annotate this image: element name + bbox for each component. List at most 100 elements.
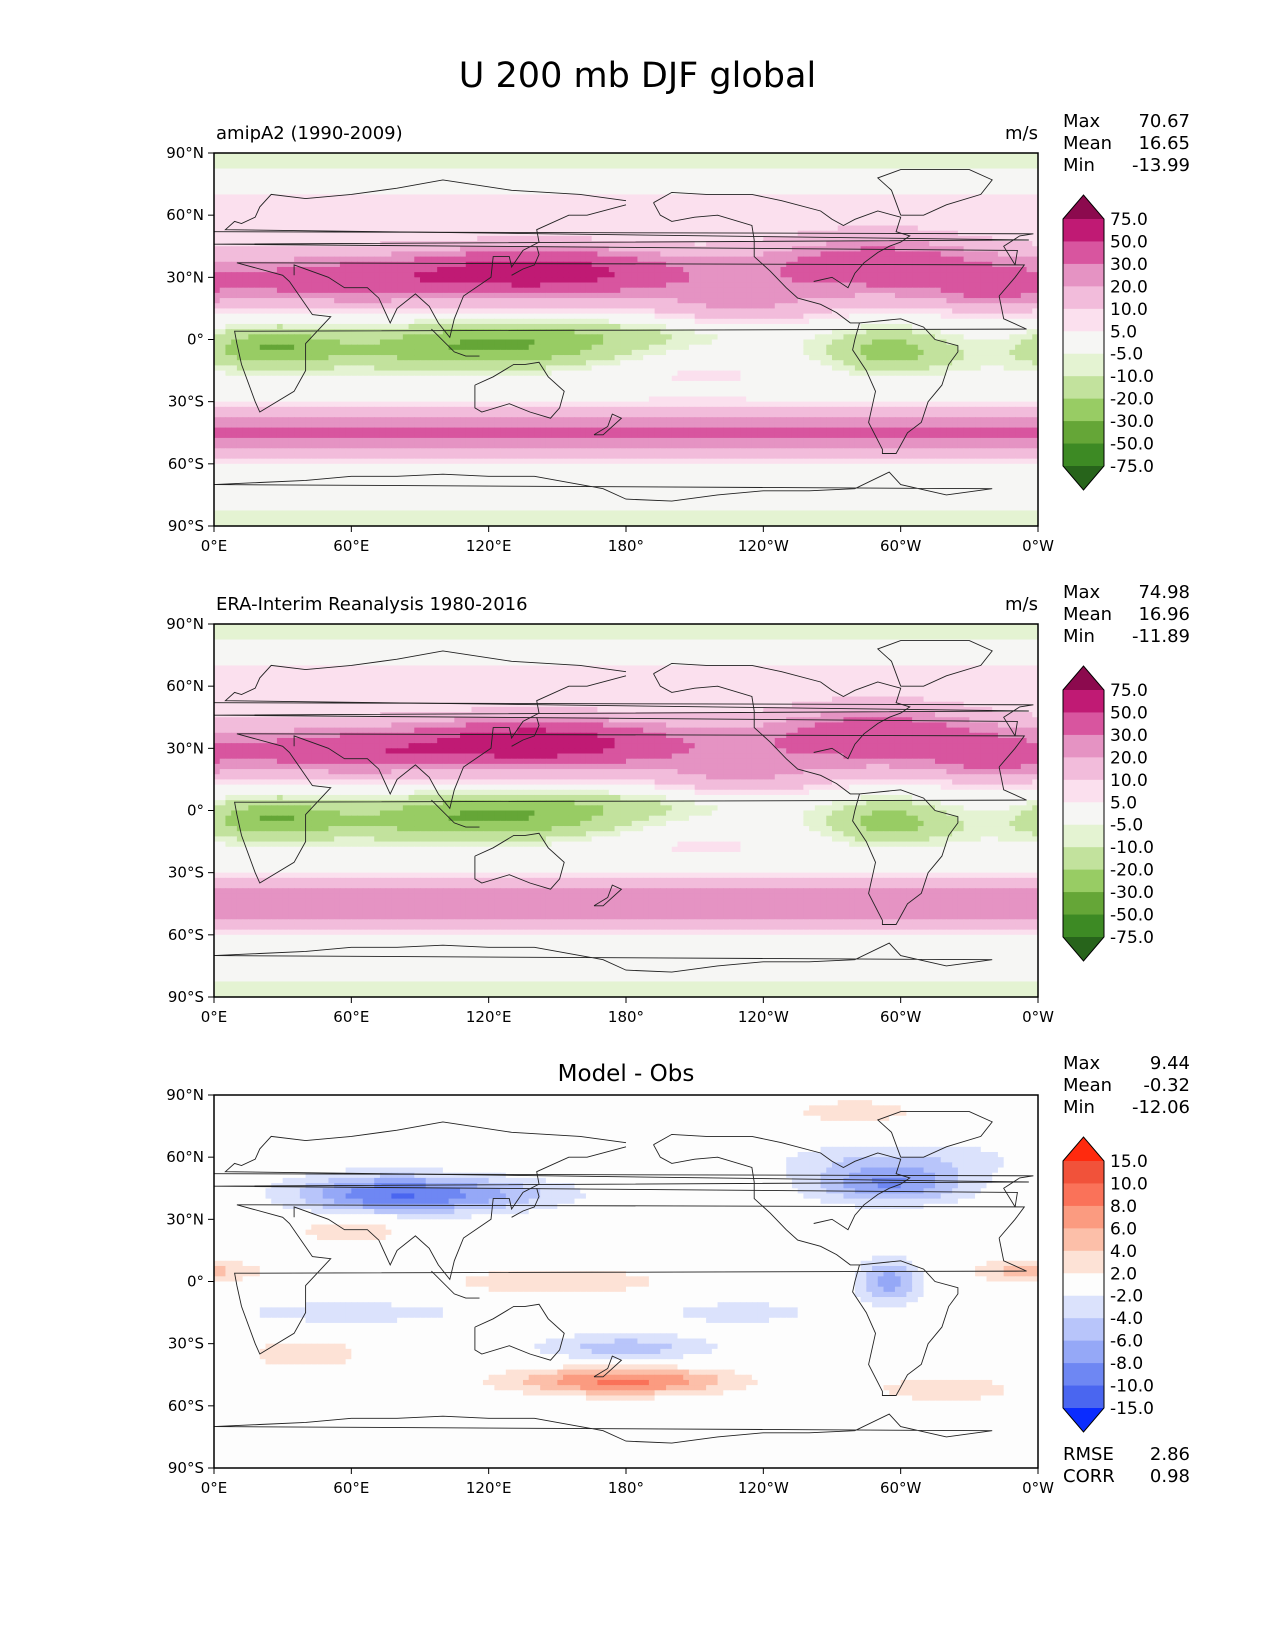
field-cell [729, 298, 736, 304]
field-cell [729, 220, 736, 227]
field-cell [242, 225, 249, 232]
field-cell [786, 184, 793, 190]
field-cell [391, 230, 398, 237]
field-cell [837, 153, 845, 159]
field-cell [265, 256, 272, 263]
field-cell [671, 209, 679, 216]
field-cell [351, 225, 358, 232]
field-cell [391, 308, 398, 315]
field-cell [780, 189, 787, 196]
field-cell [849, 220, 856, 227]
field-cell [299, 277, 307, 284]
field-cell [276, 199, 284, 206]
field-cell [385, 184, 392, 190]
field-cell [975, 292, 982, 299]
field-cell [877, 209, 885, 216]
field-cell [694, 235, 701, 242]
field-cell [614, 287, 621, 294]
field-cell [471, 178, 478, 185]
field-cell [677, 277, 684, 284]
field-cell [797, 292, 804, 299]
field-cell [397, 209, 404, 216]
field-cell [1009, 256, 1016, 263]
field-cell [534, 272, 541, 278]
field-cell [935, 220, 942, 227]
field-cell [351, 282, 358, 289]
field-cell [322, 292, 330, 299]
field-cell [357, 261, 364, 268]
field-cell [500, 235, 507, 242]
field-cell [729, 204, 736, 211]
field-cell [311, 277, 318, 284]
field-cell [660, 235, 667, 242]
field-cell [545, 235, 553, 242]
field-cell [940, 318, 948, 325]
field-cell [254, 163, 261, 170]
field-cell [276, 178, 284, 185]
field-cell [688, 158, 696, 164]
field-cell [460, 282, 467, 289]
field-cell [837, 298, 845, 304]
field-cell [460, 194, 467, 201]
field-cell [849, 287, 856, 294]
field-cell [557, 215, 564, 221]
field-cell [597, 204, 604, 211]
field-cell [431, 230, 438, 237]
field-cell [757, 329, 764, 335]
field-cell [517, 282, 524, 289]
field-cell [935, 204, 942, 211]
field-cell [751, 241, 759, 247]
field-cell [774, 209, 782, 216]
field-cell [414, 199, 421, 206]
field-cell [683, 230, 690, 237]
field-cell [385, 323, 392, 330]
field-cell [997, 168, 1005, 175]
field-cell [362, 225, 370, 232]
field-cell [339, 256, 347, 263]
field-cell [643, 261, 650, 268]
field-cell [637, 220, 644, 227]
field-cell [351, 158, 358, 164]
field-cell [906, 287, 913, 294]
field-cell [454, 303, 461, 310]
field-cell [603, 235, 610, 242]
field-cell [511, 189, 518, 196]
field-cell [935, 308, 942, 315]
field-cell [214, 168, 221, 175]
field-cell [557, 287, 564, 294]
field-cell [563, 272, 570, 278]
field-cell [723, 194, 730, 201]
field-cell [511, 277, 518, 284]
field-cell [259, 178, 267, 185]
field-cell [769, 308, 776, 315]
field-cell [225, 329, 232, 335]
field-cell [460, 215, 467, 221]
field-cell [660, 204, 667, 211]
field-cell [643, 287, 650, 294]
field-cell [431, 204, 438, 211]
field-cell [860, 215, 867, 221]
field-cell [986, 153, 993, 159]
field-cell [477, 204, 484, 211]
field-cell [654, 173, 661, 180]
field-cell [488, 323, 495, 330]
field-cell [568, 163, 576, 170]
field-cell [866, 303, 873, 310]
field-cell [540, 246, 547, 253]
field-cell [637, 282, 644, 289]
field-cell [362, 266, 370, 273]
field-cell [1032, 318, 1039, 325]
field-cell [454, 235, 461, 242]
field-cell [322, 323, 330, 330]
field-cell [500, 199, 507, 206]
field-cell [969, 292, 976, 299]
field-cell [740, 329, 747, 335]
field-cell [666, 261, 673, 268]
field-cell [357, 163, 364, 170]
field-cell [597, 158, 604, 164]
field-cell [1009, 308, 1016, 315]
field-cell [666, 323, 673, 330]
field-cell [265, 215, 272, 221]
field-cell [231, 323, 238, 330]
field-cell [488, 199, 495, 206]
